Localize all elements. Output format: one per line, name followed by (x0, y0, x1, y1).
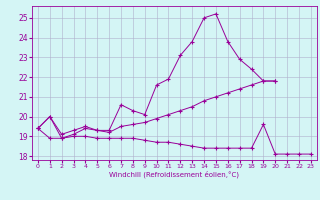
X-axis label: Windchill (Refroidissement éolien,°C): Windchill (Refroidissement éolien,°C) (109, 171, 239, 178)
